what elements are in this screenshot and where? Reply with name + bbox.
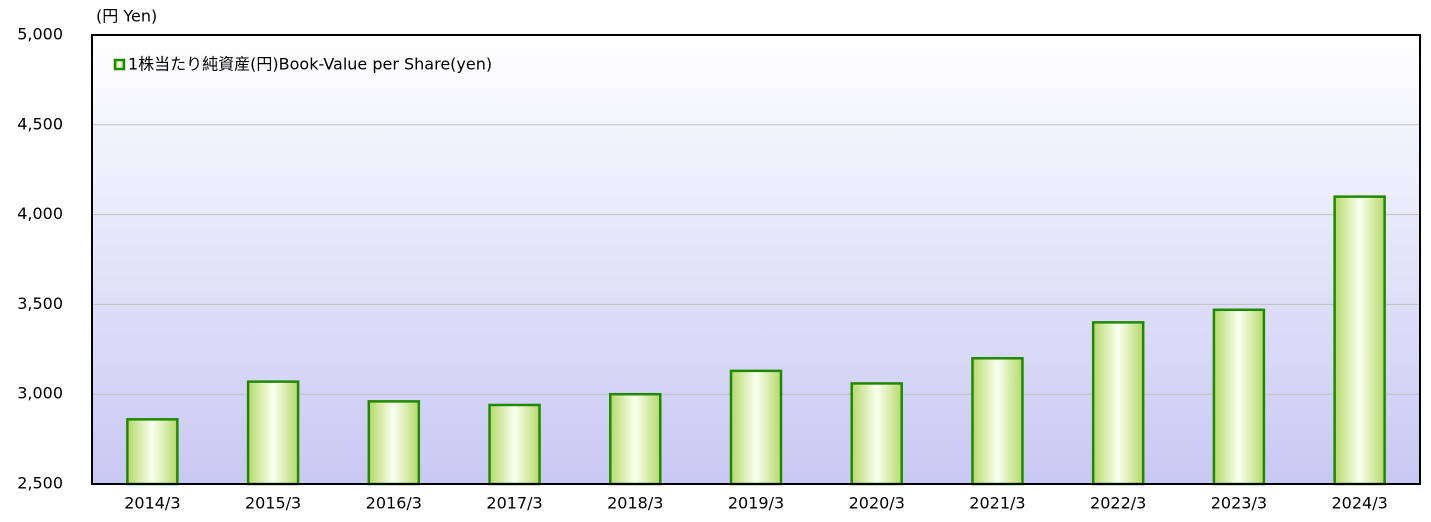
y-tick-label: 5,000 bbox=[17, 25, 63, 44]
x-tick-label: 2014/3 bbox=[124, 494, 180, 513]
y-tick-label: 4,500 bbox=[17, 114, 63, 133]
x-tick-label: 2015/3 bbox=[245, 494, 301, 513]
x-tick-label: 2023/3 bbox=[1211, 494, 1267, 513]
legend-label: 1株当たり純資産(円)Book-Value per Share(yen) bbox=[128, 55, 492, 74]
x-tick-label: 2019/3 bbox=[728, 494, 784, 513]
bar bbox=[609, 392, 662, 486]
bar bbox=[1212, 308, 1266, 486]
plot-border bbox=[91, 34, 1421, 485]
y-tick-label: 3,500 bbox=[17, 294, 63, 313]
bar bbox=[1333, 195, 1386, 486]
x-tick-label: 2018/3 bbox=[607, 494, 663, 513]
y-tick-label: 2,500 bbox=[17, 474, 63, 493]
x-tick-label: 2016/3 bbox=[366, 494, 422, 513]
bar bbox=[246, 380, 300, 486]
bar bbox=[971, 357, 1024, 486]
legend-swatch bbox=[113, 58, 126, 71]
x-tick-label: 2024/3 bbox=[1331, 494, 1387, 513]
x-tick-label: 2021/3 bbox=[969, 494, 1025, 513]
y-axis-label: (円 Yen) bbox=[96, 7, 157, 26]
x-tick-label: 2022/3 bbox=[1090, 494, 1146, 513]
x-tick-label: 2017/3 bbox=[486, 494, 542, 513]
bar bbox=[1091, 321, 1145, 486]
y-tick-label: 4,000 bbox=[17, 204, 63, 223]
x-tick-label: 2020/3 bbox=[849, 494, 905, 513]
bar bbox=[488, 403, 541, 486]
y-tick-label: 3,000 bbox=[17, 384, 63, 403]
bar bbox=[367, 400, 421, 486]
bar bbox=[126, 418, 179, 486]
bar bbox=[729, 369, 783, 486]
bar bbox=[850, 382, 903, 486]
